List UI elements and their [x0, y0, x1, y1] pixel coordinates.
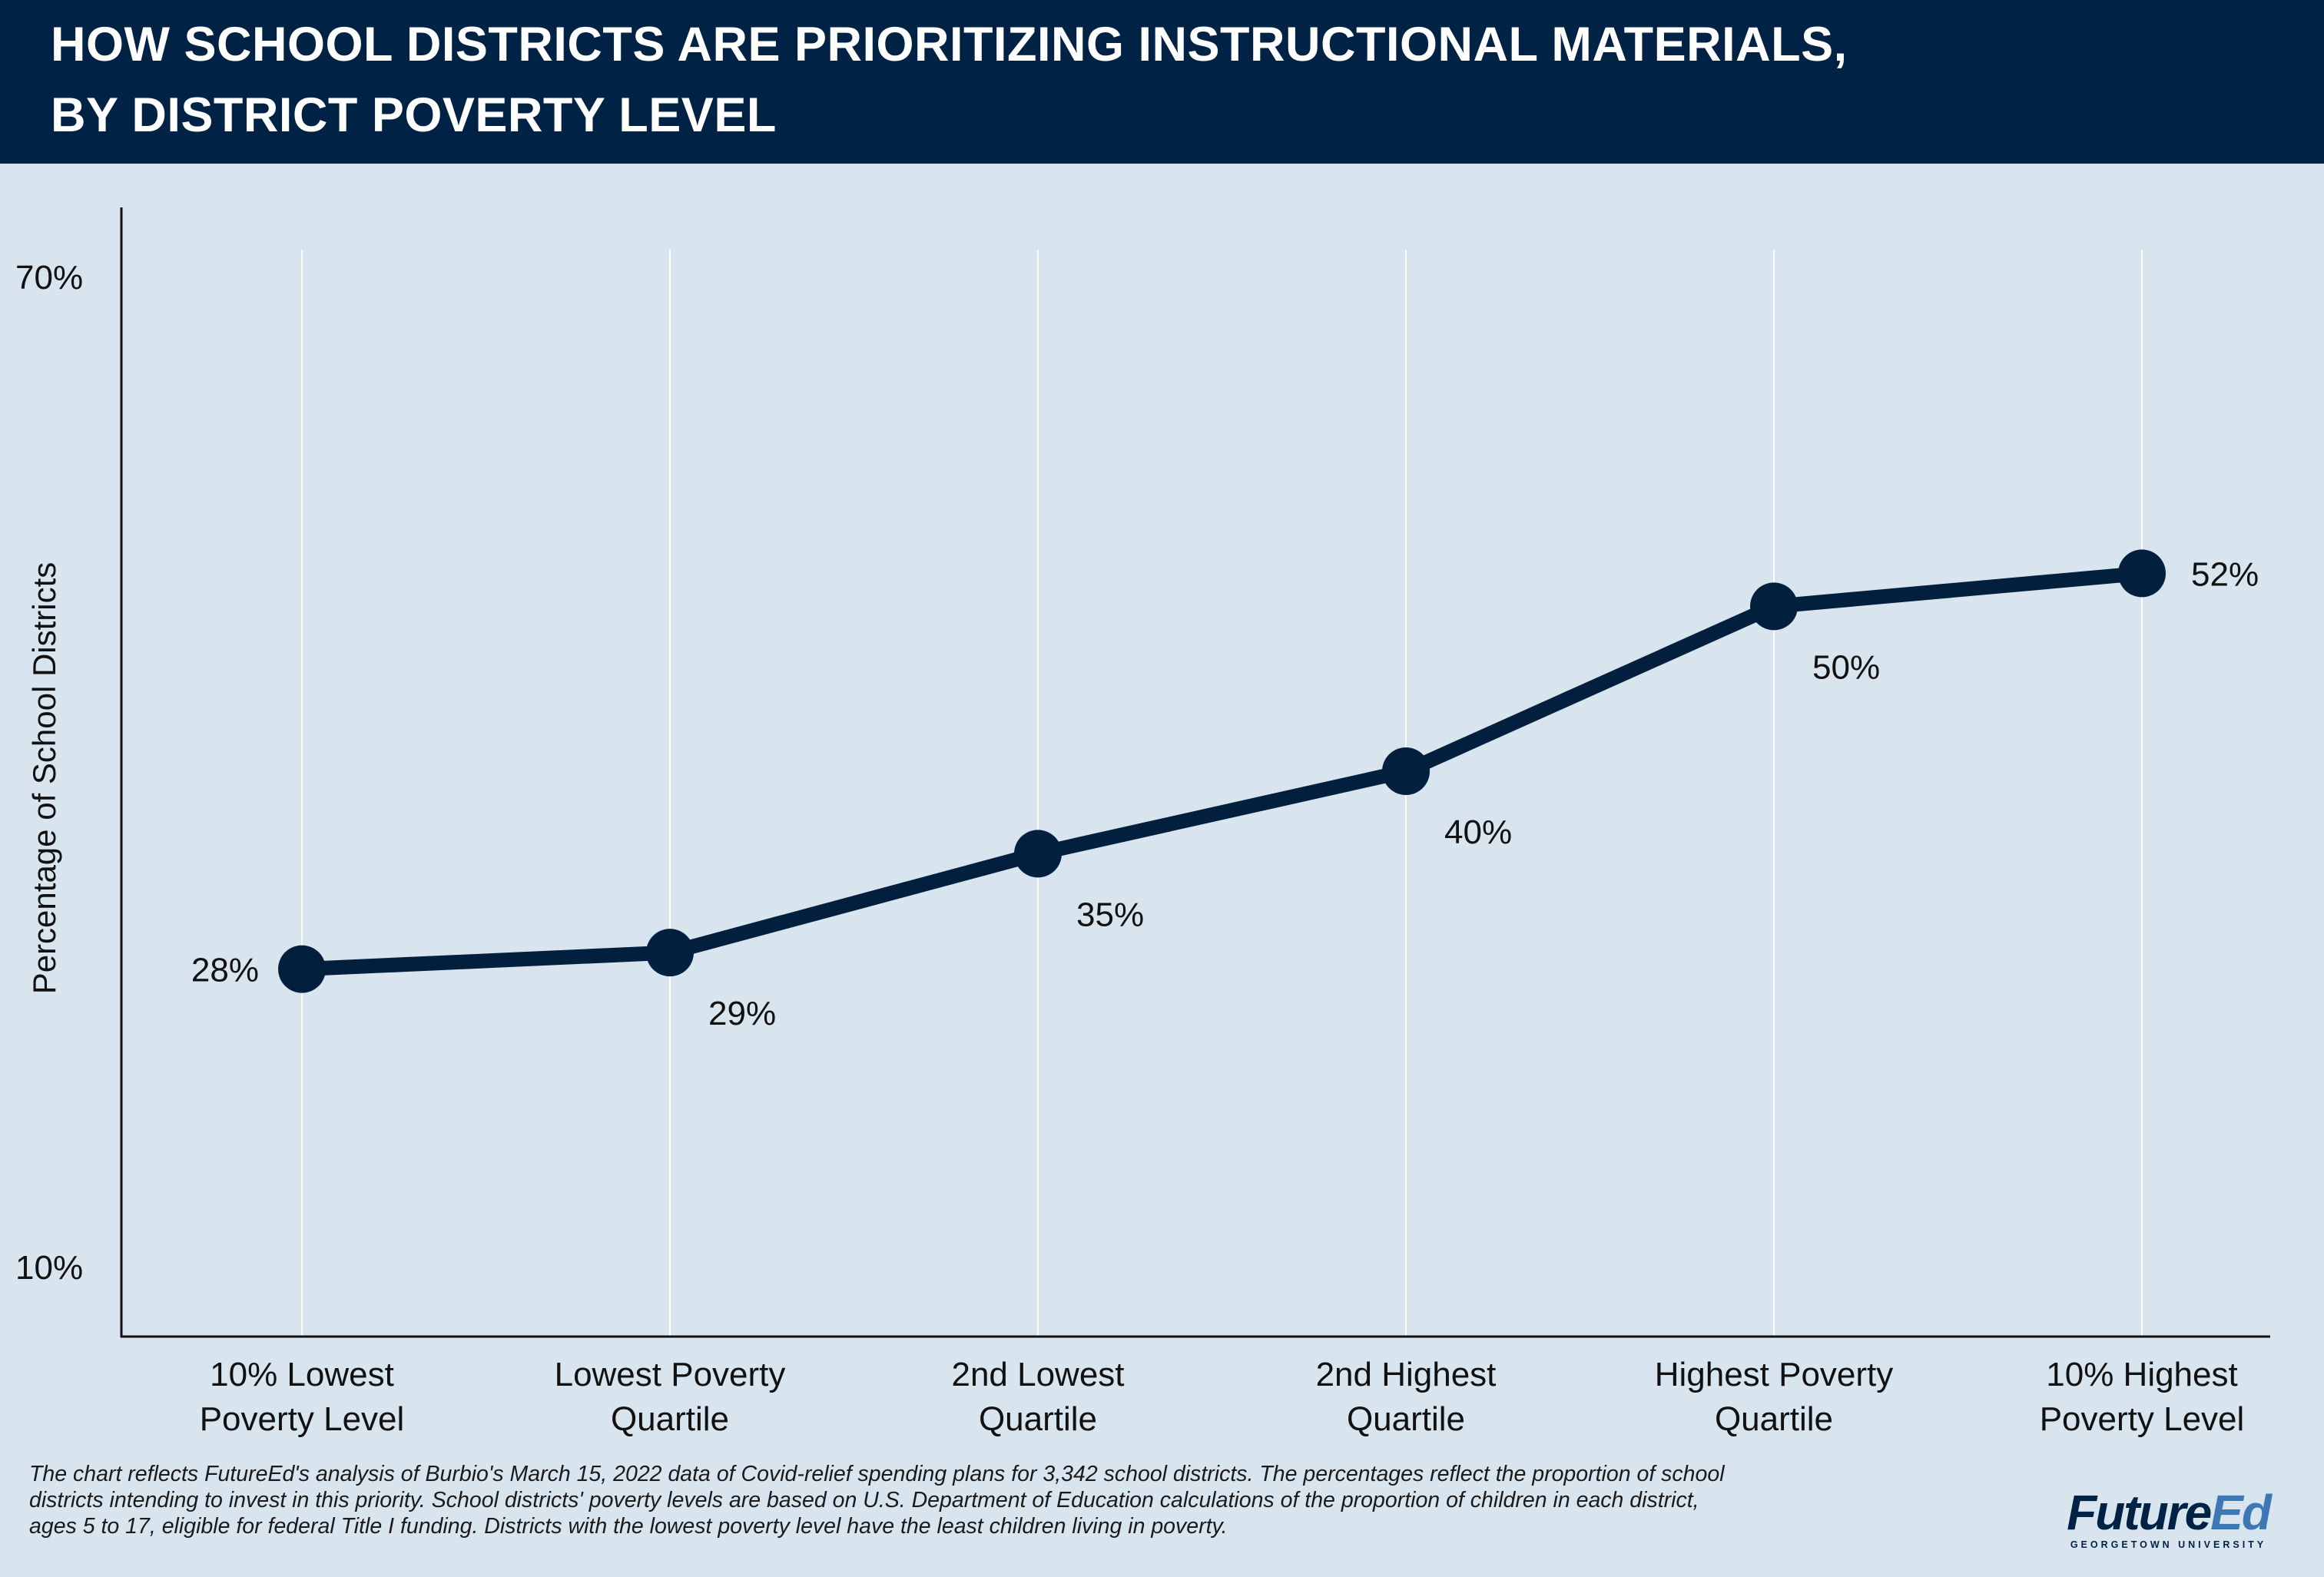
logo-word-future: Future [2067, 1485, 2212, 1540]
data-label: 40% [1444, 813, 1512, 851]
data-point-marker [278, 945, 326, 993]
x-tick-label: Quartile [979, 1400, 1097, 1438]
x-tick-labels: 10% Lowest Poverty Level Lowest Poverty Qua… [200, 1356, 2245, 1438]
x-tick-label: Quartile [1347, 1400, 1465, 1438]
x-tick-label: Poverty Level [200, 1400, 405, 1438]
y-axis-title-group: Percentage of School Districts [26, 562, 62, 995]
chart-title: HOW SCHOOL DISTRICTS ARE PRIORITIZING IN… [51, 9, 2279, 151]
logo-word-ed: Ed [2210, 1485, 2272, 1540]
x-tick-label: Quartile [611, 1400, 729, 1438]
x-tick-label: 2nd Highest [1316, 1356, 1497, 1393]
footnote-line-3: ages 5 to 17, eligible for federal Title… [29, 1514, 1228, 1539]
x-tick-label: 2nd Lowest [951, 1356, 1124, 1393]
data-labels: 28% 29% 35% 40% 50% 52% [191, 555, 2259, 1032]
axes [120, 207, 2270, 1338]
x-tick-label: Lowest Poverty [555, 1356, 786, 1393]
data-point-marker [1750, 582, 1798, 631]
data-point-marker [1014, 830, 1062, 878]
data-label: 28% [191, 952, 259, 989]
data-series [278, 549, 2166, 993]
futureed-logo: FutureEd GEORGETOWN UNIVERSITY [2067, 1485, 2272, 1550]
logo-subtitle: GEORGETOWN UNIVERSITY [2070, 1539, 2267, 1550]
data-label: 35% [1076, 896, 1144, 933]
data-point-marker [2118, 549, 2166, 598]
data-point-marker [1382, 747, 1430, 795]
data-label: 29% [708, 995, 776, 1032]
footnote-line-2: districts intending to invest in this pr… [29, 1488, 1699, 1512]
x-tick-label: Highest Poverty [1655, 1356, 1894, 1393]
chart-title-line-2: BY DISTRICT POVERTY LEVEL [51, 88, 777, 142]
x-tick-label: 10% Lowest [210, 1356, 394, 1393]
x-tick-label: 10% Highest [2046, 1356, 2237, 1393]
y-axis-title: Percentage of School Districts [26, 562, 62, 995]
footnote-line-1: The chart reflects FutureEd's analysis o… [29, 1462, 1725, 1486]
x-tick-label: Poverty Level [2040, 1400, 2245, 1438]
footnote: The chart reflects FutureEd's analysis o… [29, 1461, 2011, 1539]
y-tick-label: 70% [15, 259, 83, 297]
x-tick-label: Quartile [1715, 1400, 1833, 1438]
logo-wordmark: FutureEd [2067, 1485, 2272, 1540]
y-tick-label: 10% [15, 1249, 83, 1287]
y-tick-labels: 70% 10% [15, 259, 83, 1287]
data-point-marker [646, 929, 694, 977]
data-label: 50% [1812, 648, 1880, 686]
gridlines [301, 250, 2143, 1337]
header-bar: HOW SCHOOL DISTRICTS ARE PRIORITIZING IN… [0, 0, 2324, 164]
series-line [294, 565, 2150, 977]
chart-title-line-1: HOW SCHOOL DISTRICTS ARE PRIORITIZING IN… [51, 18, 1848, 71]
data-label: 52% [2191, 555, 2259, 593]
